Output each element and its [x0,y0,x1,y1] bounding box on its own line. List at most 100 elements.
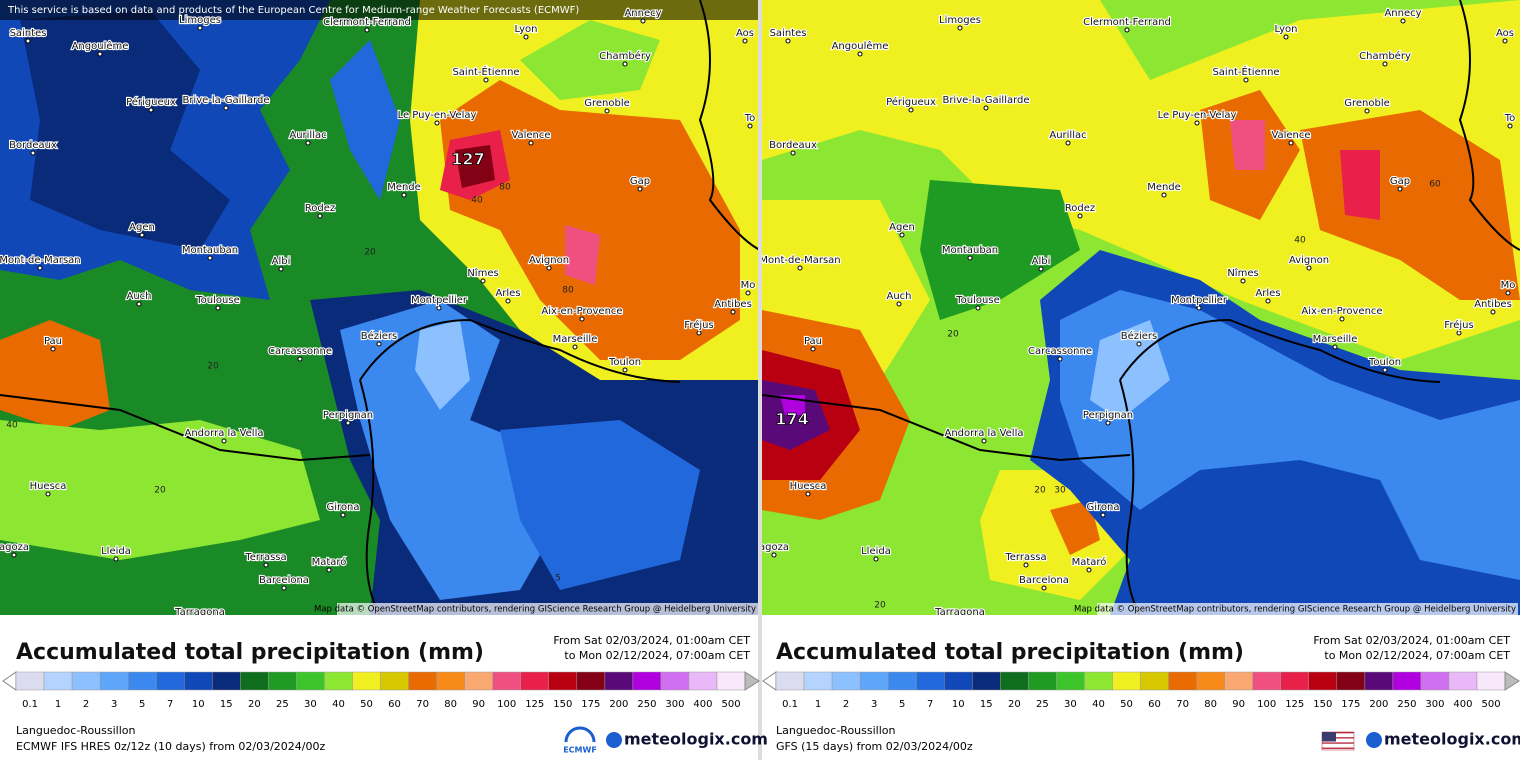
city-dot [1124,27,1130,33]
contour-label: 20 [947,330,959,340]
city-label: Terrassa [244,552,286,563]
city-label: Aix-en-Provence [1301,306,1382,317]
city-dot [317,213,323,219]
region: Languedoc-Roussillon [16,724,136,737]
scale-swatch [71,671,101,691]
contour-label: 20 [1034,486,1046,496]
city-label: Albi [272,256,291,267]
city-label: Périgueux [886,96,936,108]
city-label: Périgueux [126,96,176,108]
contour-label: 5 [555,574,561,584]
scale-label: 400 [693,699,712,710]
scale-arrow-right [744,671,760,691]
city-label: Gap [630,176,650,187]
city-dot [45,491,51,497]
city-label: Saint-Étienne [1212,65,1279,78]
ecmwf-icon [564,726,596,743]
city-label: Lleida [861,546,891,557]
city-dot [981,438,987,444]
city-label: Rodez [305,203,335,214]
city-dot [97,51,103,57]
city-label: Montpellier [411,295,468,306]
model-info: ECMWF IFS HRES 0z/12z (10 days) from 02/… [16,740,326,753]
scale-swatch [1000,671,1029,691]
scale-swatch [775,671,805,691]
city-dot [364,27,370,33]
scale-label: 20 [1008,699,1021,710]
city-label: Le Puy-en-Velay [1158,110,1237,121]
city-dot [223,105,229,111]
city-label: Huesca [790,481,827,492]
city-dot [221,438,227,444]
scale-swatch [1252,671,1281,691]
city-label: Chambéry [1359,50,1411,62]
scale-swatch [324,671,353,691]
scale-swatch [1224,671,1253,691]
scale-swatch [604,671,634,691]
city-label: Aos [1496,28,1514,39]
city-label: Valence [511,130,550,141]
city-dot [1161,192,1167,198]
city-dot [1065,140,1071,146]
city-dot [696,330,702,336]
scale-label: 0.1 [22,699,38,710]
city-dot [810,346,816,352]
legend-title: Accumulated total precipitation (mm) [16,640,484,665]
scale-swatch [1392,671,1422,691]
city-dot [637,186,643,192]
city-label: Toulouse [195,295,239,306]
city-label: Mo [1501,280,1516,291]
scale-swatch [296,671,325,691]
city-dot [579,316,585,322]
city-dot [37,265,43,271]
city-label: Albi [1032,256,1051,267]
scale-label: 5 [139,699,145,710]
scale-label: 1 [55,699,61,710]
contour-label: 20 [364,248,376,258]
panel: Saintes Angoulême Limoges Clermont-Ferrand L… [759,7,1518,615]
scale-label: 60 [1148,699,1161,710]
city-label: Perpignan [323,410,373,421]
scale-label: 250 [637,699,656,710]
city-label: Le Puy-en-Velay [398,110,477,121]
scale-swatch [548,671,578,691]
city-dot [1339,316,1345,322]
city-dot [745,290,751,296]
scale-label: 70 [416,699,429,710]
city-dot [1400,18,1406,24]
scale-swatch [887,671,917,691]
scale-swatch [1308,671,1338,691]
flag-stripe [1322,747,1354,749]
city-dot [896,301,902,307]
scale-label: 300 [1425,699,1444,710]
city-label: Mont-de-Marsan [759,255,840,266]
city-dot [1100,512,1106,518]
scale-swatch [716,671,746,691]
city-label: Angoulême [72,40,129,52]
scale-label: 7 [167,699,173,710]
city-dot [483,77,489,83]
contour-label: 40 [471,196,483,206]
scale-swatch [576,671,606,691]
city-dot [1502,38,1508,44]
city-dot [908,107,914,113]
scale-label: 80 [444,699,457,710]
city-dot [975,305,981,311]
city-label: Carcassonne [268,346,332,357]
scale-label: 200 [1369,699,1388,710]
city-label: Girona [326,502,359,513]
model-info: GFS (15 days) from 02/03/2024/00z [776,740,973,753]
flag-stripe [1322,739,1354,742]
period-from: From Sat 02/03/2024, 01:00am CET [1313,634,1510,647]
city-dot [730,309,736,315]
scale-swatch [1364,671,1394,691]
scale-label: 70 [1176,699,1189,710]
city-dot [1041,585,1047,591]
city-dot [771,552,777,558]
city-dot [1243,77,1249,83]
city-dot [1490,309,1496,315]
city-label: Aurillac [1049,130,1086,141]
city-label: Saintes [770,28,807,39]
flag-stripe [1322,734,1354,736]
city-label: Pau [804,336,822,347]
